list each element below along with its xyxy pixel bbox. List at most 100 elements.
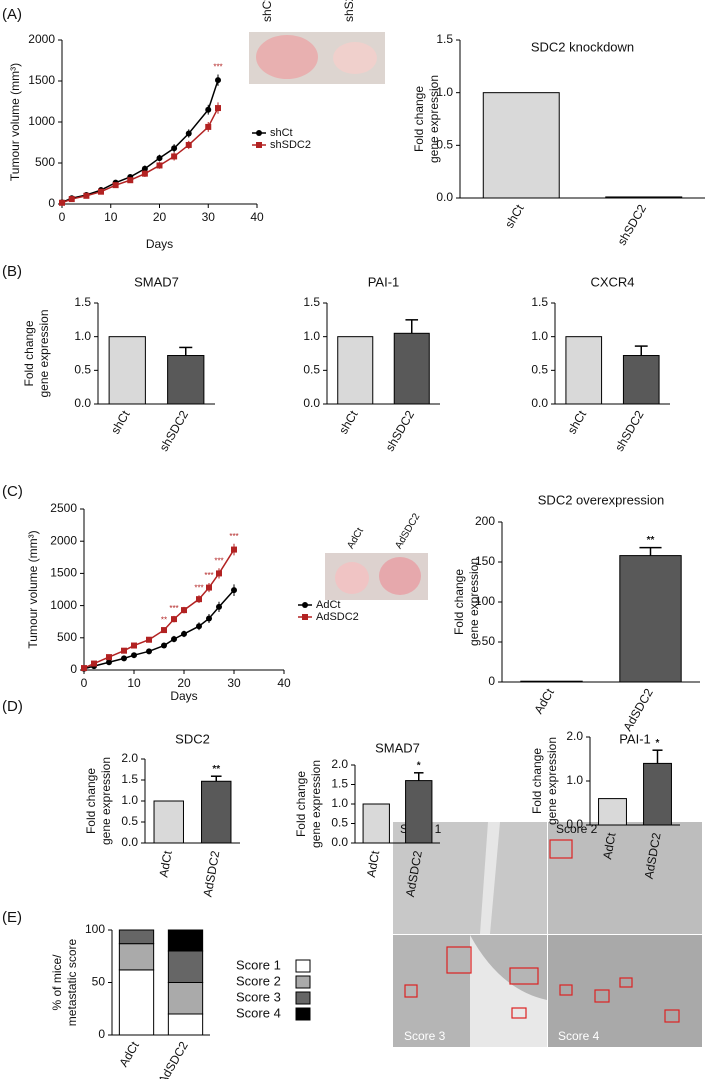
x-tick-label: shCt <box>336 408 361 437</box>
significance-label: *** <box>194 583 203 592</box>
marker <box>127 177 134 184</box>
y-tick-label: 1.5 <box>436 32 453 46</box>
bar-segment <box>167 950 204 983</box>
y-tick-label: 0.5 <box>303 363 320 377</box>
legend-swatch <box>295 959 311 973</box>
y-tick-label: 150 <box>475 554 495 568</box>
marker <box>206 615 212 622</box>
y-tick-label: 1.0 <box>121 793 138 807</box>
panel-label: (D) <box>2 698 23 715</box>
bar <box>605 196 683 199</box>
photo-label: shS2 <box>342 0 356 22</box>
bar-segment <box>118 969 155 1036</box>
y-tick-label: 1.0 <box>331 796 348 810</box>
marker <box>185 141 192 148</box>
legend-marker <box>302 602 308 608</box>
marker <box>83 192 90 199</box>
legend-label: AdSDC2 <box>316 611 359 623</box>
bar-segment <box>118 943 155 971</box>
marker <box>121 655 127 662</box>
significance-label: ** <box>647 535 655 546</box>
y-tick-label: 1500 <box>28 73 55 87</box>
x-tick-label: 0 <box>81 676 88 690</box>
legend-swatch <box>295 1007 311 1021</box>
marker <box>68 196 75 203</box>
bar <box>598 798 627 826</box>
y-tick-label: 2.0 <box>566 729 583 743</box>
y-axis-label: gene expression <box>467 558 481 646</box>
bar <box>643 762 672 826</box>
significance-label: *** <box>214 556 223 565</box>
chart-title: SMAD7 <box>375 740 420 755</box>
x-tick-label: AdCt <box>531 686 557 717</box>
y-tick-label: 0 <box>98 1027 105 1041</box>
legend-label: Score 4 <box>236 1005 281 1020</box>
x-tick-label: 10 <box>127 676 141 690</box>
x-tick-label: 0 <box>59 210 66 224</box>
legend-label: Score 1 <box>236 957 281 972</box>
significance-label: *** <box>229 532 238 541</box>
y-axis-label: gene expression <box>309 760 323 848</box>
histology-image <box>393 822 702 1047</box>
y-axis-label: Fold change <box>22 320 36 386</box>
marker <box>91 660 97 667</box>
y-axis-label: gene expression <box>37 309 51 397</box>
y-tick-label: 1.5 <box>331 777 348 791</box>
y-tick-label: 0.5 <box>74 363 91 377</box>
marker <box>215 77 221 84</box>
y-tick-label: 0.5 <box>331 816 348 830</box>
legend-label: shSDC2 <box>270 139 311 151</box>
significance-label: *** <box>169 604 178 613</box>
x-tick-label: AdCt <box>364 849 383 878</box>
legend-marker <box>256 130 262 136</box>
chart-title: SDC2 <box>175 731 210 746</box>
x-tick-label: 20 <box>153 210 167 224</box>
marker <box>171 636 177 643</box>
panel-label: (E) <box>2 909 22 926</box>
legend-marker <box>256 142 262 148</box>
photo-label: Score 4 <box>558 1029 600 1043</box>
significance-label: * <box>417 760 421 771</box>
x-tick-label: shSDC2 <box>612 408 647 454</box>
marker <box>231 587 237 594</box>
bar <box>108 336 146 405</box>
x-tick-label: 30 <box>202 210 216 224</box>
y-tick-label: 0 <box>70 662 77 676</box>
x-tick-label: AdSDC2 <box>155 1039 191 1079</box>
bar-segment <box>118 929 155 945</box>
x-tick-label: AdSDC2 <box>620 686 656 734</box>
legend-swatch <box>295 991 311 1005</box>
significance-label: *** <box>213 63 222 72</box>
y-axis-label: % of mice/ <box>50 954 64 1011</box>
x-tick-label: AdCt <box>116 1039 142 1070</box>
y-tick-label: 1.5 <box>121 772 138 786</box>
legend-label: AdCt <box>316 599 340 611</box>
marker <box>141 165 148 172</box>
bar <box>362 803 390 844</box>
y-axis-label: Tumour volume (mm³) <box>8 63 22 181</box>
panel-label: (B) <box>2 263 22 280</box>
y-tick-label: 1.5 <box>303 295 320 309</box>
y-tick-label: 500 <box>57 630 77 644</box>
y-tick-label: 1.0 <box>566 773 583 787</box>
y-tick-label: 1.0 <box>436 85 453 99</box>
y-tick-label: 0.0 <box>436 190 453 204</box>
photo-label: Score 2 <box>556 822 598 836</box>
y-tick-label: 0.0 <box>121 835 138 849</box>
marker <box>141 170 148 177</box>
chart-title: SMAD7 <box>134 274 179 289</box>
chart-title: CXCR4 <box>590 274 634 289</box>
y-tick-label: 1.0 <box>303 329 320 343</box>
y-axis-label: Fold change <box>530 748 544 814</box>
legend-label: shCt <box>270 127 293 139</box>
bar <box>482 92 560 199</box>
marker <box>171 145 178 152</box>
marker <box>205 106 212 113</box>
y-axis-label: metastatic score <box>65 938 79 1026</box>
y-tick-label: 2.0 <box>331 757 348 771</box>
marker <box>196 623 202 630</box>
significance-label: ** <box>161 616 167 625</box>
marker <box>98 188 104 195</box>
y-tick-label: 50 <box>92 975 106 989</box>
